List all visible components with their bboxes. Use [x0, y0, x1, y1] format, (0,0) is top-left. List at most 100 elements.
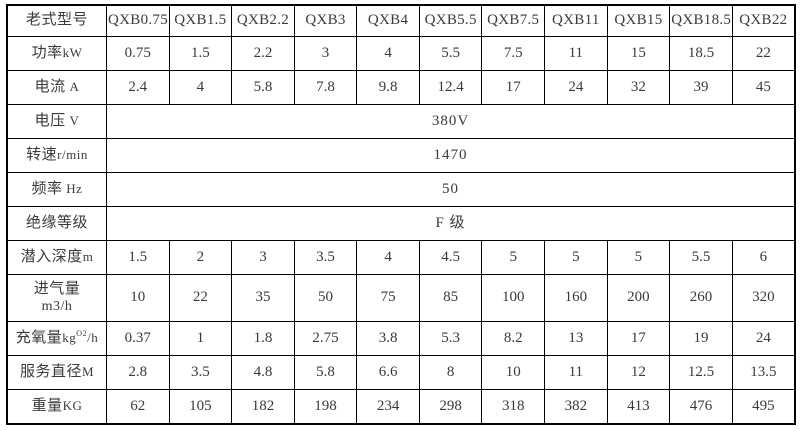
row-label-text: 电压: [34, 112, 66, 129]
column-header-model: QXB11: [544, 4, 608, 37]
data-cell: 12.4: [418, 70, 483, 105]
data-cell: 24: [731, 321, 796, 356]
data-cell: 1.8: [231, 321, 295, 356]
data-cell: 298: [418, 389, 483, 425]
table-row: 电流 A 2.4 4 5.8 7.8 9.8 12.4 17 24 32 39 45: [6, 70, 796, 105]
row-label-unit: kg: [62, 329, 77, 345]
table-row: 服务直径M 2.8 3.5 4.8 5.8 6.6 8 10 11 12 12.5 13.5: [6, 355, 796, 390]
data-cell: 3: [293, 36, 358, 71]
data-cell: 62: [106, 389, 170, 425]
merged-value-cell: F 级: [106, 206, 796, 241]
row-label-text: 潜入深度: [20, 248, 83, 265]
aerator-specification-table: 老式型号 QXB0.75 QXB1.5 QXB2.2 QXB3 QXB4 QXB5.5 QXB…: [6, 4, 796, 425]
data-cell: 413: [606, 389, 671, 425]
data-cell: 182: [231, 389, 295, 425]
data-cell: 100: [481, 274, 546, 322]
data-cell: 15: [606, 36, 671, 71]
data-cell: 17: [481, 70, 546, 105]
table-row: 电压 V 380V: [6, 104, 796, 139]
data-cell: 495: [731, 389, 796, 425]
row-label-unit: KG: [62, 397, 83, 413]
data-cell: 382: [544, 389, 608, 425]
data-cell: 234: [356, 389, 420, 425]
data-cell: 4: [356, 36, 420, 71]
data-cell: 318: [481, 389, 546, 425]
row-label-text: 充氧量: [15, 329, 63, 346]
data-cell: 5: [481, 240, 546, 275]
table-row: 功率kW 0.75 1.5 2.2 3 4 5.5 7.5 11 15 18.5 22: [6, 36, 796, 71]
data-cell: 85: [418, 274, 483, 322]
column-header-model: QXB22: [731, 4, 796, 37]
data-cell: 476: [669, 389, 733, 425]
data-cell: 4: [356, 240, 420, 275]
row-label-unit: Hz: [62, 180, 83, 196]
merged-value-cell: 1470: [106, 138, 796, 173]
row-label-text: 功率: [31, 44, 63, 61]
data-cell: 12.5: [669, 355, 733, 390]
column-header-model: QXB1.5: [168, 4, 233, 37]
data-cell: 3.5: [168, 355, 233, 390]
column-header-model: QXB18.5: [669, 4, 733, 37]
data-cell: 105: [168, 389, 233, 425]
row-label: 进气量 m3/h: [6, 274, 107, 322]
data-cell: 11: [544, 355, 608, 390]
data-cell: 5.5: [418, 36, 483, 71]
row-label-unit: r/min: [57, 146, 88, 162]
data-cell: 198: [293, 389, 358, 425]
data-cell: 200: [606, 274, 671, 322]
row-label: 绝缘等级: [6, 206, 107, 241]
column-header-model: QXB3: [293, 4, 358, 37]
row-label-unit-line2: m3/h: [41, 298, 73, 314]
table-row: 进气量 m3/h 10 22 35 50 75 85 100 160 200 260 320: [6, 274, 796, 322]
row-label: 功率kW: [6, 36, 107, 71]
row-label-unit: V: [65, 112, 80, 128]
data-cell: 50: [293, 274, 358, 322]
table-row: 重量KG 62 105 182 198 234 298 318 382 413 476 495: [6, 389, 796, 425]
data-cell: 13: [544, 321, 608, 356]
row-label: 电压 V: [6, 104, 107, 139]
data-cell: 4.5: [418, 240, 483, 275]
data-cell: 6.6: [356, 355, 420, 390]
row-label-unit: m: [82, 248, 94, 264]
merged-value-cell: 50: [106, 172, 796, 207]
data-cell: 32: [606, 70, 671, 105]
data-cell: 10: [481, 355, 546, 390]
row-label-unit: M: [81, 363, 95, 379]
data-cell: 35: [231, 274, 295, 322]
data-cell: 4: [168, 70, 233, 105]
table-header-row: 老式型号 QXB0.75 QXB1.5 QXB2.2 QXB3 QXB4 QXB5.5 QXB…: [6, 4, 796, 37]
data-cell: 11: [544, 36, 608, 71]
row-label: 充氧量kgO2/h: [6, 321, 107, 356]
data-cell: 24: [544, 70, 608, 105]
row-label-text: 电流: [34, 78, 66, 95]
data-cell: 3.8: [356, 321, 420, 356]
data-cell: 75: [356, 274, 420, 322]
row-label-unit: A: [65, 78, 80, 94]
data-cell: 1.5: [106, 240, 170, 275]
column-header-model: QXB0.75: [106, 4, 170, 37]
data-cell: 22: [168, 274, 233, 322]
data-cell: 1: [168, 321, 233, 356]
data-cell: 22: [731, 36, 796, 71]
data-cell: 4.8: [231, 355, 295, 390]
data-cell: 160: [544, 274, 608, 322]
row-label-text: 进气量: [33, 281, 81, 298]
data-cell: 3: [231, 240, 295, 275]
row-label-unit-suffix: /h: [87, 329, 99, 345]
column-header-model: QXB15: [606, 4, 671, 37]
data-cell: 5: [606, 240, 671, 275]
data-cell: 320: [731, 274, 796, 322]
data-cell: 5.8: [293, 355, 358, 390]
data-cell: 5.8: [231, 70, 295, 105]
data-cell: 1.5: [168, 36, 233, 71]
data-cell: 5.5: [669, 240, 733, 275]
row-label-text: 重量: [31, 397, 63, 414]
data-cell: 2: [168, 240, 233, 275]
row-label-text: 绝缘等级: [25, 214, 88, 231]
row-label-text: 转速: [26, 146, 58, 163]
data-cell: 18.5: [669, 36, 733, 71]
table-row: 充氧量kgO2/h 0.37 1 1.8 2.75 3.8 5.3 8.2 13 17 19 24: [6, 321, 796, 356]
row-label-unit: kW: [62, 44, 83, 60]
data-cell: 45: [731, 70, 796, 105]
